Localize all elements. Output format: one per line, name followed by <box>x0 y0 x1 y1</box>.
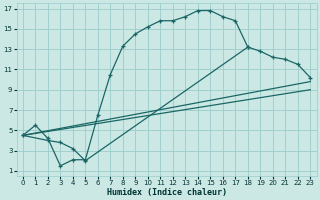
X-axis label: Humidex (Indice chaleur): Humidex (Indice chaleur) <box>107 188 227 197</box>
